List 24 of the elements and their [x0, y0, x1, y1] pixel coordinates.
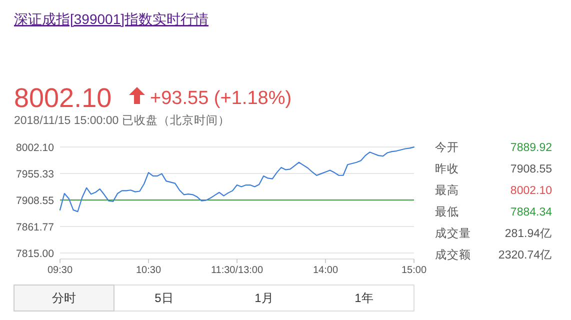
x-tick-label: 15:00: [401, 265, 427, 276]
text: 最低 7884.34: [435, 206, 552, 218]
text: 最高 8002.10: [435, 185, 552, 197]
text: 成交额 2320.74亿: [435, 250, 552, 262]
x-tick-label: 14:00: [312, 265, 338, 276]
text: 5日: [154, 291, 174, 305]
text: 昨收 7908.55: [435, 164, 552, 176]
x-tick-label: 09:30: [47, 265, 73, 276]
y-tick-label: 8002.10: [16, 142, 54, 154]
text: 8002.10 +93.55 (+1.18%): [14, 83, 292, 113]
text: 2018/11/15 15:00:00 已收盘（北京时间）: [14, 113, 230, 127]
text: 今开 7889.92: [435, 142, 552, 154]
text: 成交量 281.94亿: [435, 228, 552, 240]
chart-title: 深证成指[399001]指数实时行情: [14, 11, 208, 27]
y-tick-label: 7955.33: [16, 168, 54, 180]
y-tick-label: 7861.77: [16, 222, 54, 234]
y-tick-label: 7908.55: [16, 195, 54, 207]
text: 1年: [354, 291, 374, 305]
x-tick-label: 11:30/13:00: [210, 265, 264, 276]
text: 1月: [254, 291, 274, 305]
line-series: [59, 146, 415, 212]
text: 分时: [52, 291, 76, 305]
y-tick-label: 7815.00: [16, 248, 54, 260]
x-tick-label: 10:30: [136, 265, 162, 276]
